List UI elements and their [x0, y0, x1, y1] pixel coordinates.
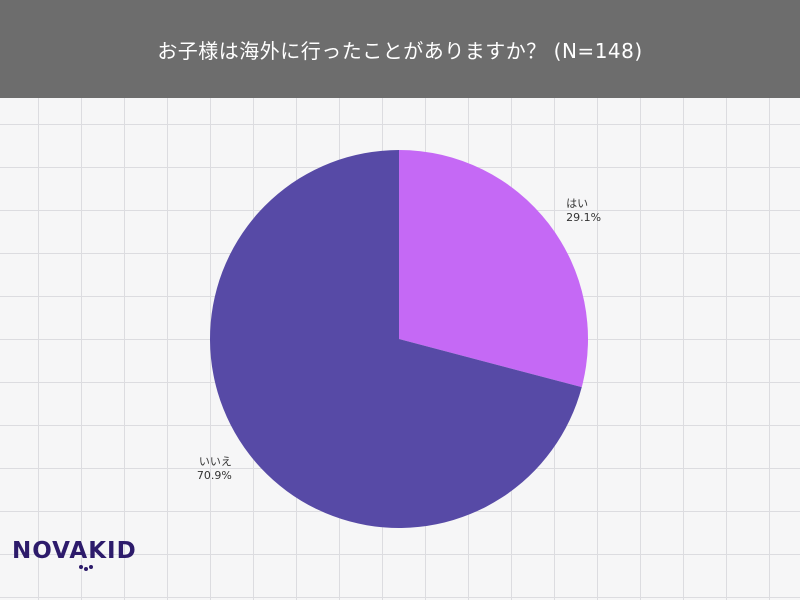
slice-value-0: 29.1%: [566, 211, 601, 224]
header-bar: お子様は海外に行ったことがありますか？ (N=148): [0, 0, 800, 98]
novakid-logo: NOVAKID: [12, 538, 137, 571]
logo-text: NOVAKID: [12, 538, 137, 564]
slice-value-1: 70.9%: [197, 469, 232, 482]
slice-label-1: いいえ: [199, 455, 232, 468]
logo-drops-icon: [79, 565, 93, 571]
slice-label-0: はい: [566, 197, 588, 210]
pie-slice-0: [399, 150, 588, 388]
pie-slice-1: [210, 150, 582, 528]
chart-title: お子様は海外に行ったことがありますか？ (N=148): [157, 38, 643, 63]
